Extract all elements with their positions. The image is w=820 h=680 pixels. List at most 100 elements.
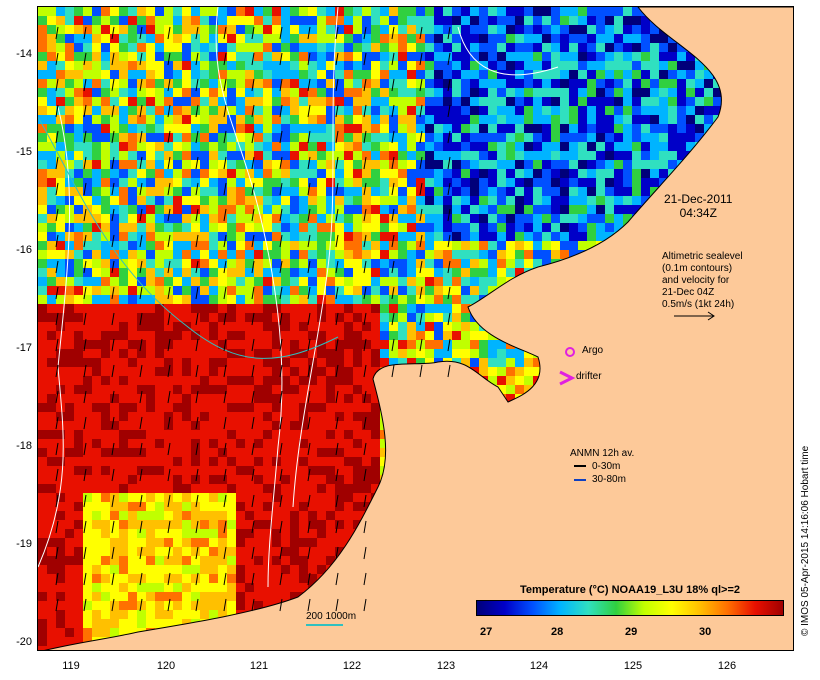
sst-cell	[38, 331, 47, 340]
sst-cell	[551, 142, 560, 151]
sst-cell	[38, 466, 47, 475]
sst-cell	[272, 61, 281, 70]
sst-cell	[110, 142, 119, 151]
sst-cell	[668, 97, 677, 106]
sst-cell	[461, 70, 470, 79]
sst-cell	[596, 232, 605, 241]
sst-cell	[200, 349, 209, 358]
sst-cell	[380, 439, 389, 448]
sst-cell	[425, 214, 434, 223]
sst-cell	[38, 232, 47, 241]
sst-cell	[218, 142, 227, 151]
sst-cell	[146, 349, 155, 358]
sst-cell	[479, 286, 488, 295]
sst-cell	[92, 70, 101, 79]
sst-cell	[191, 394, 200, 403]
sst-cell	[209, 322, 218, 331]
sst-cell	[254, 394, 263, 403]
sst-cell	[137, 268, 146, 277]
sst-cell	[38, 421, 47, 430]
sst-cell	[542, 16, 551, 25]
sst-cell	[236, 529, 245, 538]
sst-cell	[299, 430, 308, 439]
sst-cell	[407, 124, 416, 133]
sst-cell	[119, 493, 128, 502]
sst-cell	[200, 385, 209, 394]
sst-cell	[47, 376, 56, 385]
sst-cell	[515, 106, 524, 115]
sst-cell	[74, 448, 83, 457]
sst-cell	[398, 196, 407, 205]
sst-cell	[110, 52, 119, 61]
sst-cell	[623, 205, 632, 214]
sst-cell	[254, 511, 263, 520]
sst-cell	[83, 394, 92, 403]
sst-cell	[110, 304, 119, 313]
sst-cell	[488, 115, 497, 124]
sst-cell	[47, 268, 56, 277]
sst-cell	[146, 160, 155, 169]
sst-cell	[344, 34, 353, 43]
sst-cell	[515, 223, 524, 232]
sst-cell	[524, 250, 533, 259]
sst-cell	[227, 286, 236, 295]
sst-cell	[389, 160, 398, 169]
sst-cell	[128, 376, 137, 385]
sst-cell	[344, 286, 353, 295]
sst-cell	[137, 133, 146, 142]
sst-cell	[227, 394, 236, 403]
sst-cell	[119, 61, 128, 70]
sst-cell	[497, 187, 506, 196]
sst-cell	[398, 241, 407, 250]
sst-cell	[92, 79, 101, 88]
sst-cell	[65, 484, 74, 493]
sst-cell	[443, 160, 452, 169]
sst-cell	[542, 250, 551, 259]
sst-cell	[335, 376, 344, 385]
sst-cell	[245, 124, 254, 133]
sst-cell	[596, 97, 605, 106]
sst-cell	[200, 61, 209, 70]
sst-cell	[632, 25, 641, 34]
sst-cell	[47, 394, 56, 403]
sst-cell	[101, 277, 110, 286]
sst-cell	[416, 304, 425, 313]
sst-cell	[371, 133, 380, 142]
sst-cell	[110, 331, 119, 340]
sst-cell	[461, 268, 470, 277]
sst-cell	[425, 196, 434, 205]
sst-cell	[263, 322, 272, 331]
sst-cell	[434, 250, 443, 259]
sst-cell	[389, 304, 398, 313]
sst-cell	[443, 232, 452, 241]
sst-cell	[578, 214, 587, 223]
sst-cell	[128, 88, 137, 97]
sst-cell	[470, 52, 479, 61]
sst-cell	[596, 223, 605, 232]
sst-cell	[128, 232, 137, 241]
sst-cell	[308, 34, 317, 43]
sst-cell	[596, 88, 605, 97]
sst-cell	[164, 331, 173, 340]
map-area[interactable]: 21-Dec-2011 04:34Z Altimetric sealevel (…	[37, 6, 794, 651]
sst-cell	[128, 223, 137, 232]
sst-cell	[497, 241, 506, 250]
sst-cell	[173, 259, 182, 268]
sst-cell	[146, 475, 155, 484]
sst-cell	[83, 7, 92, 16]
sst-cell	[578, 70, 587, 79]
sst-cell	[623, 151, 632, 160]
sst-cell	[533, 133, 542, 142]
sst-cell	[128, 61, 137, 70]
sst-cell	[326, 43, 335, 52]
sst-cell	[281, 259, 290, 268]
sst-cell	[119, 232, 128, 241]
sst-cell	[461, 106, 470, 115]
sst-cell	[146, 106, 155, 115]
sst-cell	[371, 223, 380, 232]
sst-cell	[605, 16, 614, 25]
sst-cell	[614, 196, 623, 205]
sst-cell	[362, 358, 371, 367]
sst-cell	[263, 133, 272, 142]
sst-cell	[623, 97, 632, 106]
